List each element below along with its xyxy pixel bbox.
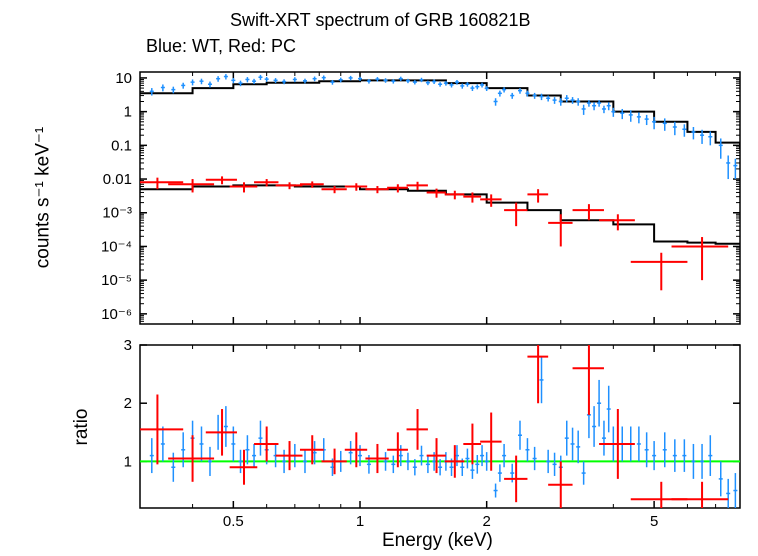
svg-text:10⁻⁵: 10⁻⁵ bbox=[101, 272, 132, 289]
chart-container: Swift-XRT spectrum of GRB 160821B Blue: … bbox=[0, 0, 758, 556]
svg-text:10⁻³: 10⁻³ bbox=[102, 205, 132, 222]
svg-text:10⁻⁴: 10⁻⁴ bbox=[101, 238, 132, 255]
svg-text:1: 1 bbox=[124, 104, 132, 121]
svg-text:3: 3 bbox=[124, 337, 132, 354]
svg-text:5: 5 bbox=[650, 513, 658, 530]
svg-text:10: 10 bbox=[115, 70, 132, 87]
svg-text:0.01: 0.01 bbox=[103, 171, 132, 188]
svg-text:1: 1 bbox=[356, 513, 364, 530]
svg-text:0.1: 0.1 bbox=[111, 137, 132, 154]
svg-text:1: 1 bbox=[124, 453, 132, 470]
plot-svg: 10⁻⁶ 10⁻⁵ 10⁻⁴ 10⁻³ 0.01 0.1 1 10 1 2 3 0.5 1 2 5 bbox=[0, 0, 758, 556]
svg-text:10⁻⁶: 10⁻⁶ bbox=[101, 306, 132, 323]
svg-text:2: 2 bbox=[483, 513, 491, 530]
svg-text:2: 2 bbox=[124, 395, 132, 412]
svg-text:0.5: 0.5 bbox=[223, 513, 244, 530]
